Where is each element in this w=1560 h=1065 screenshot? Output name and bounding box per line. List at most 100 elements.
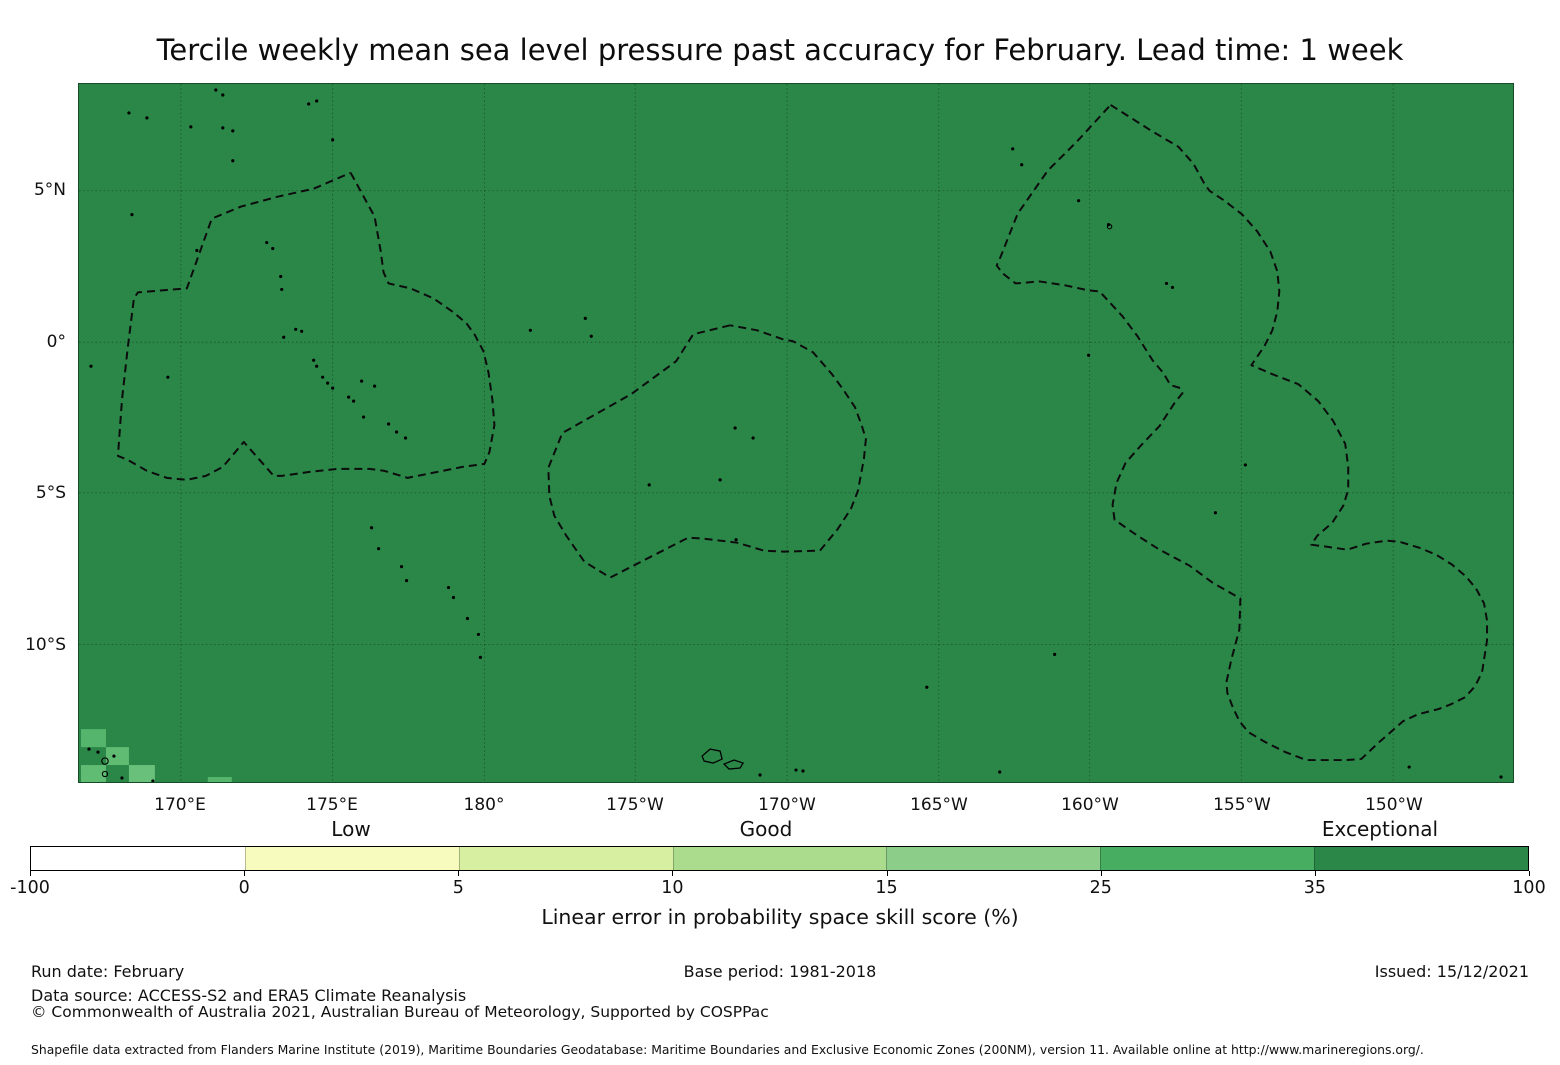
skill-grid-cell [128,765,155,782]
island-speck [120,776,124,780]
island-speck [352,399,356,403]
colorbar-tick-mark [30,871,31,876]
colorbar-segment-10-to-15 [672,847,887,870]
map-canvas [78,83,1514,783]
island-speck [96,750,100,754]
atoll-ring [101,757,109,765]
island-speck [376,547,381,551]
island-speck [451,595,456,600]
colorbar-segment-divider [458,847,460,870]
island-speck [280,287,284,292]
island-speck [403,436,408,440]
colorbar-segment-divider [244,847,246,870]
island-speck [294,327,298,331]
island-speck [112,754,116,758]
island-speck [386,422,391,426]
colorbar-tick-label: 25 [1089,878,1112,898]
island-speck [1086,353,1091,357]
island-speck [647,483,651,487]
colorbar-segment-25-to-35 [1100,847,1315,870]
island-speck [221,126,225,130]
island-speck [315,99,319,103]
eez-boundary-central [547,324,867,579]
colorbar-tick-label: 5 [452,878,464,898]
colorbar-tick-label: 0 [238,878,250,898]
island-speck [528,328,532,332]
island-speck [394,430,399,434]
island-speck [127,111,131,115]
island-speck [321,375,325,379]
island-speck [465,616,470,621]
colorbar-tick-mark [1314,871,1316,876]
colorbar [30,846,1529,871]
island-speck [476,632,481,637]
island-speck [404,578,409,583]
island-speck [583,316,587,320]
skill-grid-cell [207,777,232,782]
colorbar-caption-good: Good [739,817,793,841]
run-date-text: Run date: February [31,962,185,981]
island-speck [145,116,149,120]
island-speck [347,395,351,399]
island-speck [1053,652,1057,656]
island-speck [751,436,755,440]
island-speck [195,248,199,253]
colorbar-tick-mark [672,871,674,876]
island-speck [1213,511,1218,515]
x-tick-label: 175°E [306,795,358,815]
island-speck [189,125,193,129]
island-speck [360,379,364,383]
island-speck [718,478,722,482]
colorbar-caption-low: Low [331,817,371,841]
y-tick-label: 5°N [33,180,66,200]
y-tick-label: 5°S [35,483,66,503]
island-speck [1499,775,1503,779]
island-speck [1077,199,1081,203]
island-speck [998,770,1002,774]
island-speck [221,93,225,97]
base-period-text: Base period: 1981-2018 [683,962,877,981]
island-speck [89,364,93,368]
colorbar-tick-label: 10 [661,878,684,898]
colorbar-segment-divider [1314,847,1316,870]
colorbar-caption-exceptional: Exceptional [1321,817,1439,841]
plot-title: Tercile weekly mean sea level pressure p… [156,33,1404,67]
island-speck [312,358,316,362]
island-speck [151,779,155,782]
island-outline-savaii [701,748,723,764]
colorbar-segment-divider [672,847,674,870]
island-speck [1407,765,1411,769]
copyright-text: © Commonwealth of Australia 2021, Austra… [31,1003,769,1021]
map-graphics [79,84,1513,782]
x-tick-label: 150°W [1365,795,1423,815]
x-tick-label: 160°W [1061,795,1119,815]
skill-grid-cell [105,747,129,766]
colorbar-segment-0-to-5 [244,847,459,870]
island-speck [331,386,335,390]
colorbar-tick-mark [1529,871,1530,876]
island-speck [282,335,286,339]
skill-grid-cell [80,765,106,782]
colorbar-segment-divider [886,847,888,870]
island-speck [399,565,404,569]
island-speck [1020,163,1024,167]
island-speck [331,138,335,142]
island-speck [231,129,235,133]
colorbar-tick-mark [244,871,246,876]
atoll-ring [101,770,109,778]
island-speck [326,381,330,385]
data-source-text: Data source: ACCESS-S2 and ERA5 Climate … [31,986,467,1005]
colorbar-segment--100-to-0 [31,847,245,870]
colorbar-segment-divider [1100,847,1102,870]
island-speck [265,240,269,245]
y-tick-label: 10°S [25,635,66,655]
skill-grid-cell [80,729,106,748]
island-speck [307,102,311,106]
island-speck [1164,281,1169,286]
island-speck [271,246,275,251]
island-speck [87,747,91,751]
island-speck [315,364,319,368]
colorbar-segment-35-to-100 [1314,847,1528,870]
eez-boundary-west [116,171,496,481]
